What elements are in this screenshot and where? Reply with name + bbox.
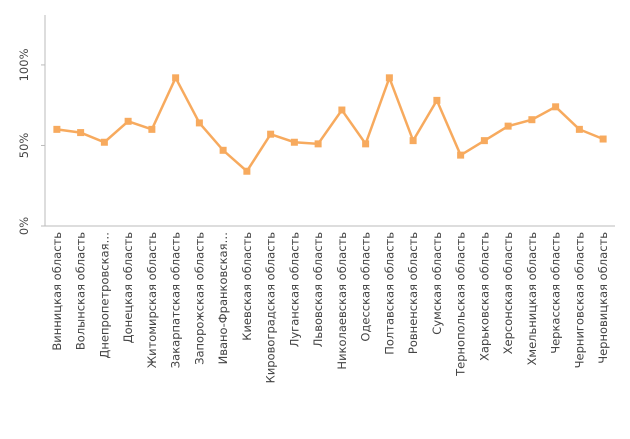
- marker: [290, 138, 298, 146]
- marker: [172, 74, 180, 82]
- y-tick-label: 50%: [17, 133, 31, 159]
- marker: [409, 137, 417, 145]
- x-tick-label: Запорожская область: [192, 232, 206, 365]
- x-tick-label: Донецкая область: [121, 232, 135, 344]
- marker: [528, 116, 536, 124]
- x-tick-label: Волынская область: [74, 232, 88, 350]
- marker: [219, 146, 227, 154]
- x-tick-label: Киевская область: [240, 232, 254, 341]
- marker: [504, 122, 512, 130]
- x-tick-label: Сумская область: [430, 232, 444, 335]
- marker: [457, 151, 465, 159]
- marker: [314, 140, 322, 148]
- x-tick-label: Полтавская область: [382, 232, 396, 355]
- marker: [599, 135, 607, 143]
- x-tick-label: Одесская область: [359, 232, 373, 342]
- marker: [195, 119, 203, 127]
- x-tick-label: Черкасская область: [549, 232, 563, 354]
- marker: [338, 106, 346, 114]
- x-tick-label: Тернопольская область: [454, 232, 468, 377]
- x-tick-label: Черновицкая область: [596, 232, 610, 364]
- x-tick-label: Ровненская область: [406, 232, 420, 354]
- marker: [575, 125, 583, 133]
- marker: [100, 138, 108, 146]
- y-tick-label: 0%: [17, 217, 31, 235]
- marker: [552, 103, 560, 111]
- x-tick-label: Николаевская область: [335, 232, 349, 370]
- x-tick-label: Днепропетровская…: [97, 232, 111, 359]
- x-tick-label: Харьковская область: [477, 232, 491, 361]
- marker: [385, 74, 393, 82]
- x-tick-label: Винницкая область: [50, 232, 64, 351]
- marker: [433, 96, 441, 104]
- line: [56, 74, 604, 174]
- x-tick-label: Луганская область: [287, 232, 301, 347]
- marker: [148, 125, 156, 133]
- marker: [362, 140, 370, 148]
- x-tick-label: Черниговская область: [572, 232, 586, 369]
- x-tick-label: Львовская область: [311, 232, 325, 347]
- x-tick-label: Хмельницкая область: [525, 232, 539, 366]
- x-tick-label: Закарпатская область: [169, 232, 183, 368]
- x-tick-label: Ивано-Франковская…: [216, 232, 230, 364]
- y-tick-label: 100%: [17, 48, 31, 81]
- marker: [267, 130, 275, 138]
- x-tick-label: Кировоградская область: [264, 232, 278, 384]
- marker: [124, 117, 132, 125]
- x-tick-label: Житомирская область: [145, 232, 159, 368]
- x-tick-label: Херсонская область: [501, 232, 515, 355]
- marker: [77, 129, 85, 137]
- marker: [243, 167, 251, 175]
- marker: [53, 125, 61, 133]
- marker: [480, 137, 488, 145]
